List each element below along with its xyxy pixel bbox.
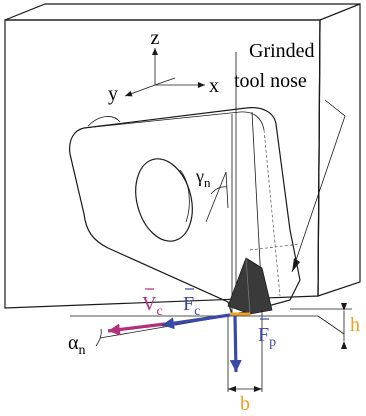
fp-arrow: [229, 315, 242, 373]
alpha-label: αn: [68, 332, 85, 358]
base-lines: [70, 310, 318, 392]
b-label: b: [240, 393, 250, 415]
grinded-nose: [227, 257, 273, 315]
gamma-label: γn: [195, 166, 211, 190]
svg-text:Fp: Fp: [258, 324, 276, 350]
h-label: h: [350, 314, 360, 336]
tool-holder-block: [4, 3, 361, 309]
force-labels: Vc Fc Fp: [142, 288, 276, 350]
svg-text:Vc: Vc: [142, 293, 163, 319]
svg-text:Fc: Fc: [183, 293, 200, 319]
clearance-angle-alpha: αn: [68, 328, 102, 358]
coordinate-axes: z x y: [108, 27, 219, 105]
depth-h-dimension: h: [290, 303, 360, 349]
axis-x-label: x: [209, 75, 219, 97]
vc-arrow: [107, 322, 166, 336]
fc-arrow: [161, 313, 231, 330]
cutting-insert: [69, 107, 301, 315]
fp-label: Fp: [258, 318, 276, 350]
force-vectors: [107, 313, 242, 373]
vc-label: Vc: [142, 288, 163, 319]
callout-line-2: tool nose: [234, 70, 307, 92]
grinded-nose-callout: Grinded tool nose: [234, 40, 346, 300]
rake-angle-gamma: γn: [195, 166, 229, 223]
axis-z-label: z: [151, 27, 160, 49]
fc-label: Fc: [183, 288, 200, 319]
feed-b-dimension: b: [228, 386, 262, 415]
axis-y-label: y: [108, 83, 118, 105]
callout-line-1: Grinded: [249, 40, 315, 62]
